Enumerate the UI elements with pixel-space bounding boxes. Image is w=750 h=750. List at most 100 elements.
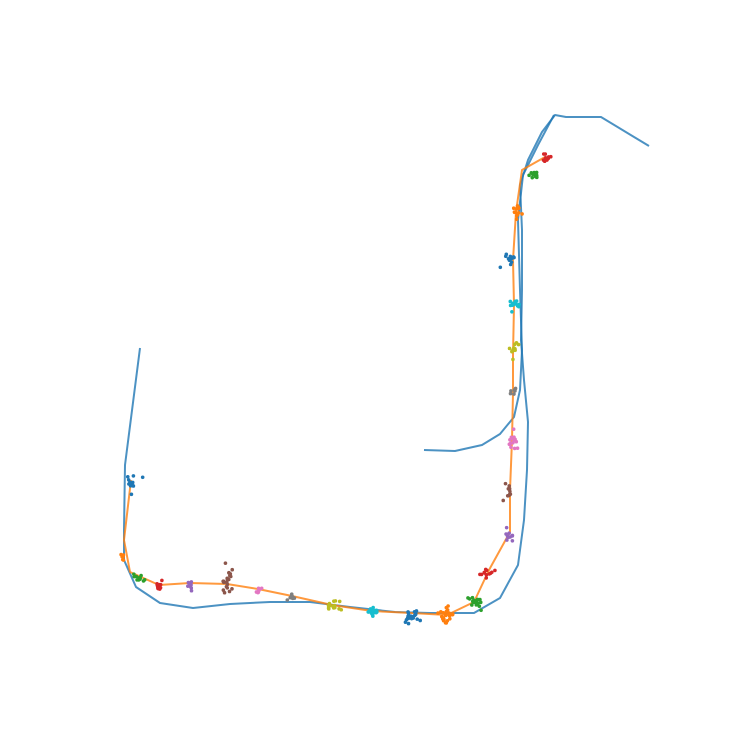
scatter-point xyxy=(504,532,508,536)
scatter-point xyxy=(509,263,513,267)
scatter-point xyxy=(471,596,475,600)
scatter-point xyxy=(504,253,508,257)
scatter-point xyxy=(257,588,261,592)
scatter-point xyxy=(189,585,193,589)
scatter-point xyxy=(520,212,524,216)
scatter-point xyxy=(545,158,549,162)
scatter-point xyxy=(334,599,338,603)
point-cluster-17 xyxy=(508,427,520,450)
scatter-point xyxy=(444,621,448,625)
scatter-point xyxy=(517,343,521,347)
scatter-point xyxy=(121,558,125,562)
scatter-point xyxy=(224,561,228,565)
scatter-point xyxy=(515,214,519,218)
scatter-point xyxy=(508,490,512,494)
scatter-point xyxy=(141,475,145,479)
scatter-point xyxy=(228,590,232,594)
scatter-point xyxy=(516,205,520,209)
scatter-point xyxy=(159,586,163,590)
scatter-point xyxy=(126,475,130,479)
scatter-point xyxy=(226,583,230,587)
scatter-point xyxy=(447,611,451,615)
point-cluster-19 xyxy=(508,341,521,361)
scatter-point xyxy=(516,304,520,308)
scatter-point xyxy=(505,526,509,530)
scatter-point xyxy=(441,617,445,621)
scatter-point xyxy=(484,568,488,572)
point-cluster-8 xyxy=(285,592,296,601)
scatter-point xyxy=(407,622,411,626)
scatter-point xyxy=(534,175,538,179)
scatter-point xyxy=(530,176,534,180)
scatter-point xyxy=(156,583,160,587)
point-cluster-10 xyxy=(366,606,378,618)
trajectory-line-1 xyxy=(124,115,649,613)
scatter-point xyxy=(367,610,371,614)
scatter-point xyxy=(444,613,448,617)
scatter-point xyxy=(513,342,517,346)
scatter-point xyxy=(288,596,292,600)
scatter-point xyxy=(512,438,516,442)
scatter-point xyxy=(487,572,491,576)
scatter-point xyxy=(508,258,512,262)
scatter-point xyxy=(471,600,475,604)
scatter-point xyxy=(479,608,483,612)
scatter-point xyxy=(292,596,296,600)
scatter-point xyxy=(484,576,488,580)
scatter-point xyxy=(506,494,510,498)
scatter-point xyxy=(139,574,143,578)
point-cluster-14 xyxy=(478,568,497,580)
scatter-point xyxy=(504,482,508,486)
scatter-point xyxy=(513,447,517,451)
scatter-point xyxy=(509,445,513,449)
scatter-point xyxy=(229,575,233,579)
scatter-point xyxy=(450,613,454,617)
scatter-point xyxy=(515,299,519,303)
scatter-point xyxy=(285,598,289,602)
scatter-point xyxy=(122,553,126,557)
scatter-point xyxy=(371,606,375,610)
scatter-point xyxy=(130,492,134,496)
scatter-point xyxy=(499,265,503,269)
scatter-point xyxy=(226,578,230,582)
scatter-point xyxy=(508,347,512,351)
scatter-point xyxy=(511,539,515,543)
scatter-point xyxy=(331,605,335,609)
scatter-point xyxy=(339,608,343,612)
scatter-point xyxy=(549,155,553,159)
scatter-point xyxy=(470,603,474,607)
scatter-point xyxy=(542,158,546,162)
scatter-point xyxy=(230,568,234,572)
scatter-point xyxy=(404,620,408,624)
scatter-point xyxy=(415,617,419,621)
scatter-point xyxy=(409,614,413,618)
scatter-point xyxy=(222,588,226,592)
scatter-point xyxy=(513,348,517,352)
scatter-point xyxy=(327,607,331,611)
scatter-point xyxy=(507,536,511,540)
scatter-point xyxy=(501,499,505,503)
scatter-point xyxy=(515,217,519,221)
scatter-point xyxy=(160,579,164,583)
scatter-point xyxy=(439,610,443,614)
scatter-point xyxy=(512,427,516,431)
scatter-point xyxy=(542,152,546,156)
scatter-point xyxy=(406,610,410,614)
scatter-point xyxy=(535,171,539,175)
point-cluster-2 xyxy=(119,553,125,562)
point-cluster-5 xyxy=(186,580,193,592)
point-cluster-4 xyxy=(155,579,163,591)
scatter-point xyxy=(221,579,225,583)
scatter-point xyxy=(338,600,342,604)
scatter-point xyxy=(511,358,515,362)
scatter-point xyxy=(507,484,511,488)
scatter-point xyxy=(512,255,516,259)
scatter-point xyxy=(509,441,513,445)
scatter-point xyxy=(493,569,497,573)
scatter-point xyxy=(328,602,332,606)
scatter-point xyxy=(371,614,375,618)
scatter-point xyxy=(478,573,482,577)
scatter-point xyxy=(159,583,163,587)
point-cluster-12 xyxy=(436,604,454,624)
scatter-point xyxy=(372,609,376,613)
